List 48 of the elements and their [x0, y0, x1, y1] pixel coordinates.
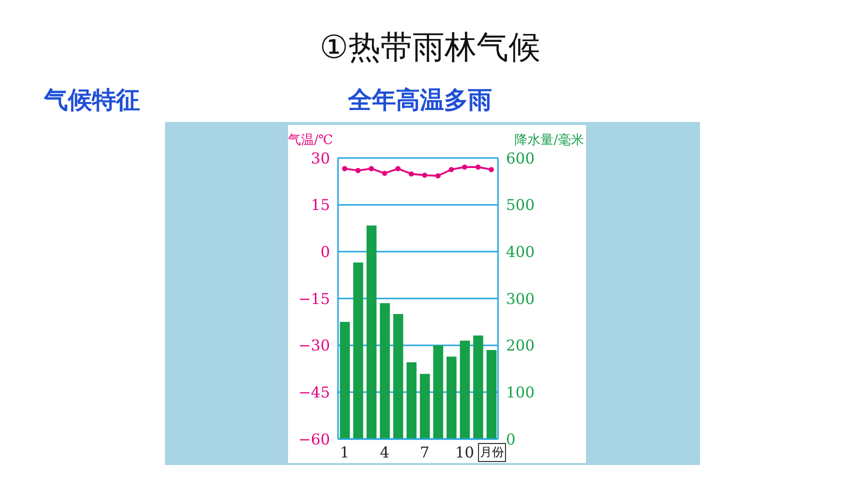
point: [422, 172, 428, 178]
x-axis-title: 月份: [478, 443, 506, 462]
point: [395, 166, 401, 172]
y-axis-title: 气温/℃: [288, 132, 333, 149]
bar: [473, 336, 484, 439]
y2-tick-label: 500: [506, 196, 535, 214]
point: [382, 170, 388, 176]
point: [462, 164, 468, 170]
bar: [393, 314, 404, 439]
y2-tick-label: 600: [506, 149, 535, 168]
bar: [353, 262, 364, 439]
y2-tick-label: 0: [506, 430, 516, 448]
y-tick-label: −30: [298, 336, 330, 355]
y-tick-label: 15: [310, 196, 330, 214]
y-tick-label: −45: [298, 383, 330, 402]
bar: [433, 345, 444, 439]
point: [408, 171, 414, 177]
x-tick-label: 1: [340, 444, 350, 462]
bar: [406, 362, 417, 439]
y-tick-label: −60: [298, 430, 330, 448]
text: 全年高温多雨: [348, 85, 492, 116]
x-tick-label: 4: [380, 444, 390, 462]
y2-axis-title: 降水量/毫米: [514, 132, 584, 149]
x-tick-label: 10: [455, 444, 474, 462]
point: [448, 166, 454, 172]
point: [368, 166, 374, 172]
y-tick-label: 0: [320, 242, 330, 261]
y-tick-label: −15: [298, 290, 330, 308]
bar: [446, 356, 457, 439]
text: 气候特征: [44, 85, 140, 116]
y-tick-label: 30: [310, 149, 330, 168]
y2-tick-label: 100: [506, 383, 535, 402]
bar: [486, 350, 497, 439]
point: [435, 173, 441, 178]
point: [475, 164, 481, 170]
y2-tick-label: 400: [506, 242, 535, 261]
chart-title: ①热带雨林气候: [318, 27, 542, 68]
point: [355, 168, 361, 174]
point: [488, 166, 494, 172]
bar: [420, 374, 430, 439]
bar: [366, 225, 377, 439]
bar: [340, 322, 350, 439]
bar: [380, 303, 390, 439]
bar: [460, 340, 470, 439]
y2-tick-label: 300: [506, 290, 535, 308]
x-tick-label: 7: [420, 444, 430, 462]
point: [342, 166, 348, 172]
y2-tick-label: 200: [506, 336, 535, 355]
